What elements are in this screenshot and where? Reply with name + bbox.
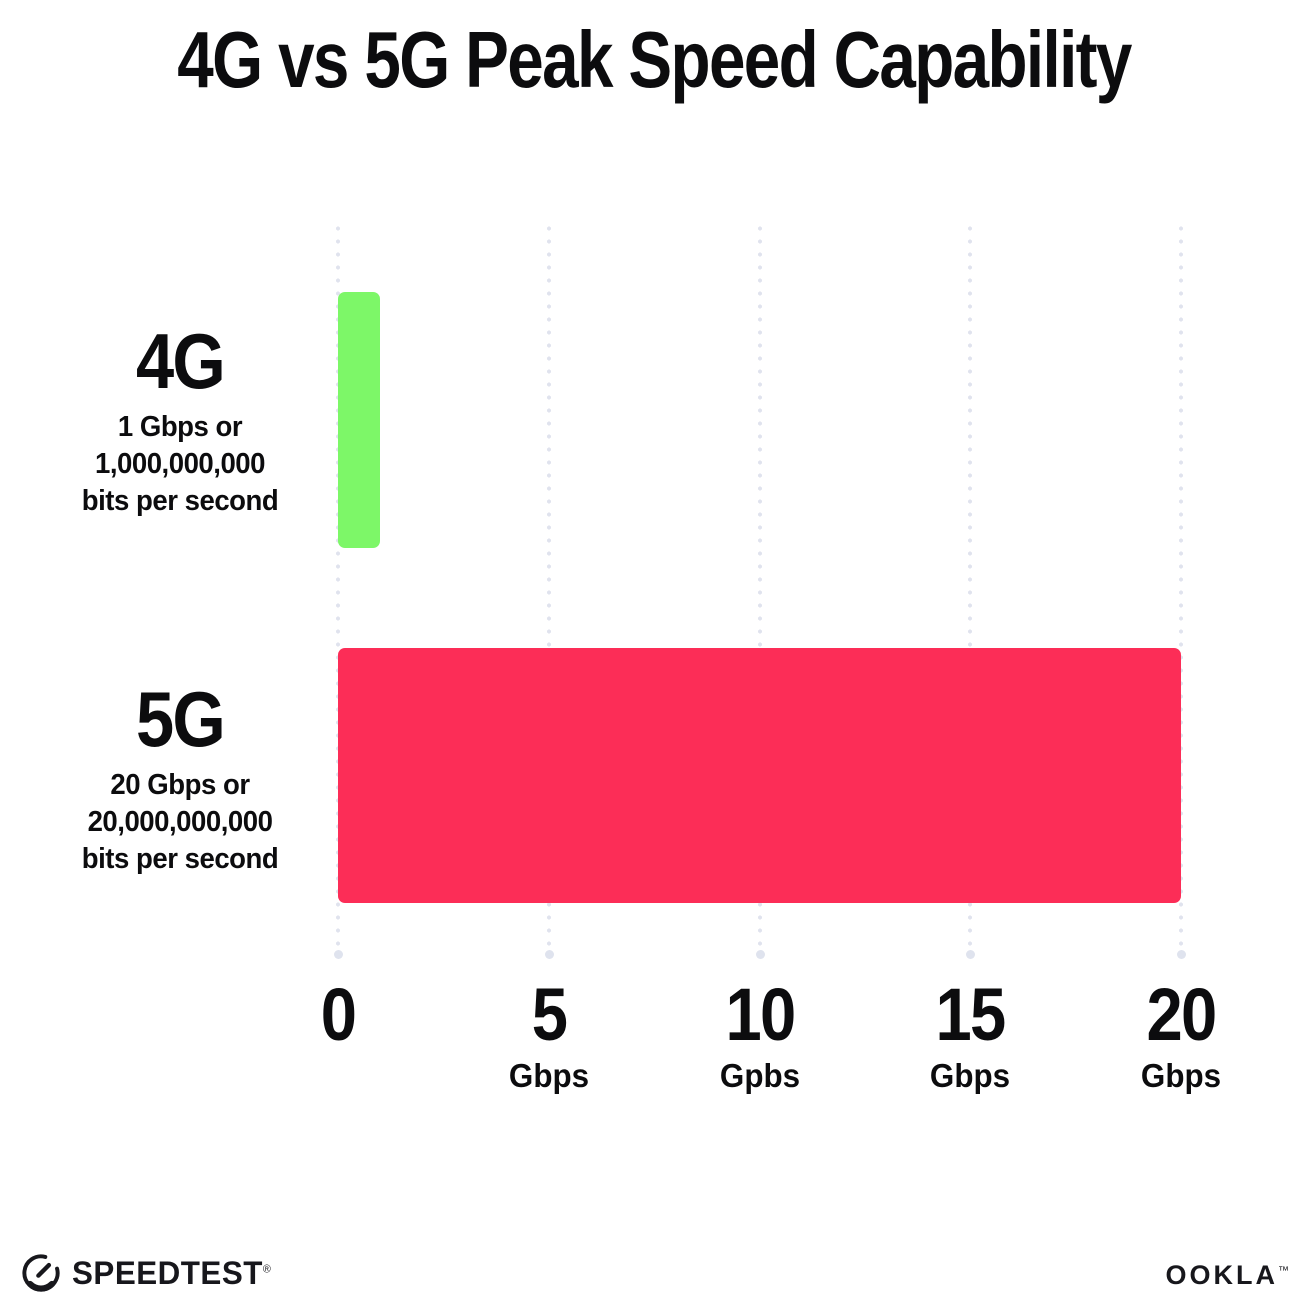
- x-tick-5-number: 5: [531, 973, 568, 1056]
- speedtest-wordmark: SPEEDTEST®: [72, 1254, 272, 1291]
- x-tick-5-unit: Gbps: [508, 1057, 590, 1094]
- row-label-5g-subline3: bits per second: [81, 843, 279, 875]
- chart-title: 4G vs 5G Peak Speed Capability: [177, 15, 1132, 104]
- ookla-trademark: ™: [1278, 1265, 1292, 1277]
- gridline-end-dot: [965, 950, 975, 959]
- ookla-logo: OOKLA™: [1166, 1260, 1293, 1291]
- speedtest-logo: SPEEDTEST®: [20, 1252, 275, 1294]
- x-tick-5: 5 Gbps: [439, 975, 659, 1095]
- x-tick-15-unit: Gbps: [929, 1057, 1011, 1094]
- speedtest-gauge-icon: [20, 1252, 62, 1294]
- x-tick-20: 20 Gbps: [1071, 975, 1291, 1095]
- row-label-4g-subtext: 1 Gbps or 1,000,000,000 bits per second: [38, 409, 323, 520]
- row-label-4g: 4G 1 Gbps or 1,000,000,000 bits per seco…: [30, 322, 330, 520]
- row-label-5g: 5G 20 Gbps or 20,000,000,000 bits per se…: [30, 680, 330, 878]
- row-label-4g-subline1: 1 Gbps or: [117, 411, 243, 443]
- gridline-5: [547, 222, 551, 946]
- x-tick-10-number: 10: [725, 973, 797, 1056]
- gridline-end-dot: [1176, 950, 1186, 959]
- row-label-4g-subline2: 1,000,000,000: [94, 448, 266, 480]
- gridline-end-dot: [755, 950, 765, 959]
- x-tick-0-number: 0: [320, 973, 357, 1056]
- bar-5g: [338, 648, 1181, 903]
- x-tick-0: 0: [228, 975, 448, 1057]
- x-tick-20-number: 20: [1146, 973, 1218, 1056]
- gridline-20: [1179, 222, 1183, 946]
- x-tick-15: 15 Gbps: [860, 975, 1080, 1095]
- gridline-end-dot: [544, 950, 554, 959]
- x-tick-15-number: 15: [935, 973, 1007, 1056]
- row-label-5g-subline1: 20 Gbps or: [110, 769, 250, 801]
- gridline-15: [968, 222, 972, 946]
- row-label-4g-title: 4G: [135, 317, 226, 405]
- speedtest-trademark: ®: [262, 1262, 272, 1275]
- gridline-10: [758, 222, 762, 946]
- gridline-end-dot: [333, 950, 343, 959]
- row-label-4g-subline3: bits per second: [81, 485, 279, 517]
- x-tick-20-unit: Gbps: [1140, 1057, 1222, 1094]
- x-tick-10: 10 Gpbs: [650, 975, 870, 1095]
- gridline-0: [336, 222, 340, 946]
- row-label-5g-title: 5G: [135, 675, 226, 763]
- row-label-5g-subline2: 20,000,000,000: [87, 806, 273, 838]
- bar-4g: [338, 292, 381, 548]
- ookla-wordmark: OOKLA: [1165, 1260, 1278, 1290]
- x-tick-10-unit: Gpbs: [719, 1057, 801, 1094]
- row-label-5g-subtext: 20 Gbps or 20,000,000,000 bits per secon…: [38, 767, 323, 878]
